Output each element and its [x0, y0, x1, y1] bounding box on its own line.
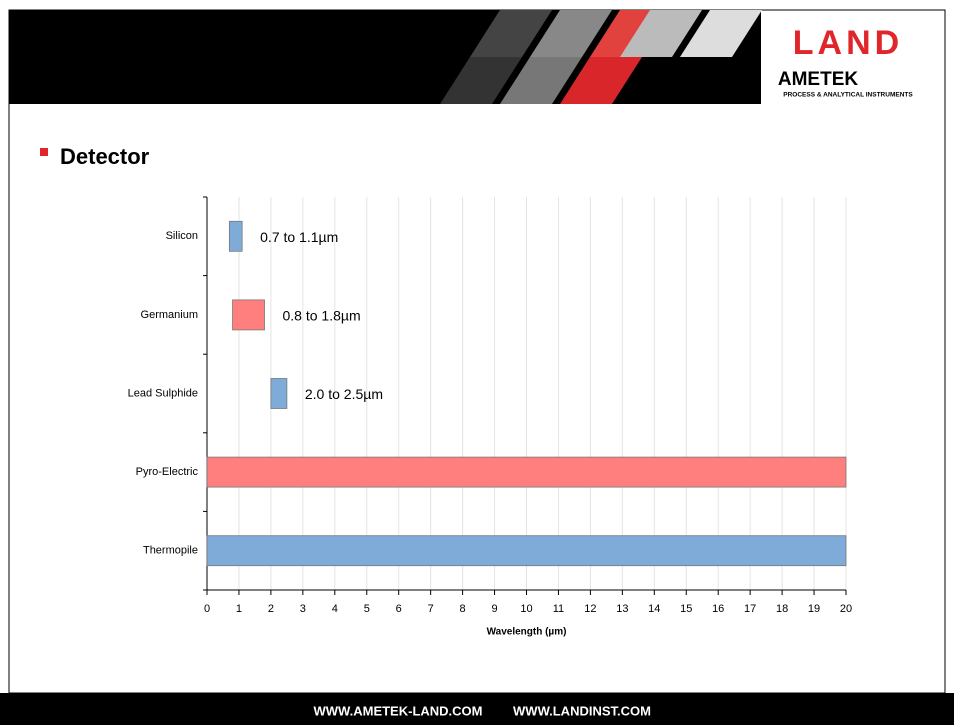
bar [232, 299, 265, 331]
value-label: 2.0 to 2.5µm [305, 386, 383, 402]
footer-bar [0, 693, 954, 725]
y-tick-label: Germanium [141, 309, 198, 321]
value-label: 0.7 to 1.1µm [260, 229, 338, 245]
x-tick-label: 18 [776, 603, 788, 615]
bar [206, 456, 847, 488]
tagline: PROCESS & ANALYTICAL INSTRUMENTS [783, 92, 913, 99]
x-tick-label: 16 [712, 603, 724, 615]
x-tick-label: 5 [364, 603, 370, 615]
logo: LAND [793, 24, 903, 62]
x-tick-label: 14 [648, 603, 660, 615]
x-tick-label: 17 [744, 603, 756, 615]
bar [270, 378, 288, 409]
x-tick-label: 19 [808, 603, 820, 615]
y-tick-label: Thermopile [143, 545, 198, 557]
footer-link: WWW.LANDINST.COM [513, 703, 651, 718]
header-stripes [440, 10, 762, 104]
x-tick-label: 12 [584, 603, 596, 615]
slide-frame [8, 9, 946, 694]
x-tick-label: 7 [428, 603, 434, 615]
x-tick-label: 13 [616, 603, 628, 615]
x-tick-label: 9 [491, 603, 497, 615]
value-label: 0.8 to 1.8µm [283, 308, 361, 324]
bullet [40, 148, 48, 156]
x-tick-label: 4 [332, 603, 338, 615]
x-tick-label: 10 [520, 603, 532, 615]
x-tick-label: 2 [268, 603, 274, 615]
x-tick-label: 15 [680, 603, 692, 615]
bar [206, 535, 847, 567]
x-tick-label: 20 [840, 603, 852, 615]
x-tick-label: 8 [460, 603, 466, 615]
footer-link: WWW.AMETEK-LAND.COM [314, 703, 483, 718]
y-tick-label: Pyro-Electric [136, 466, 199, 478]
x-axis-label: Wavelength (µm) [487, 627, 567, 638]
x-tick-label: 11 [553, 603, 564, 615]
x-tick-label: 3 [300, 603, 306, 615]
bar [228, 220, 243, 252]
x-tick-label: 1 [236, 603, 242, 615]
brand: AMETEK [778, 69, 859, 90]
heading: Detector [60, 144, 150, 169]
x-tick-label: 0 [204, 603, 210, 615]
y-tick-label: Silicon [166, 230, 198, 242]
y-tick-label: Lead Sulphide [128, 387, 198, 399]
x-tick-label: 6 [396, 603, 402, 615]
